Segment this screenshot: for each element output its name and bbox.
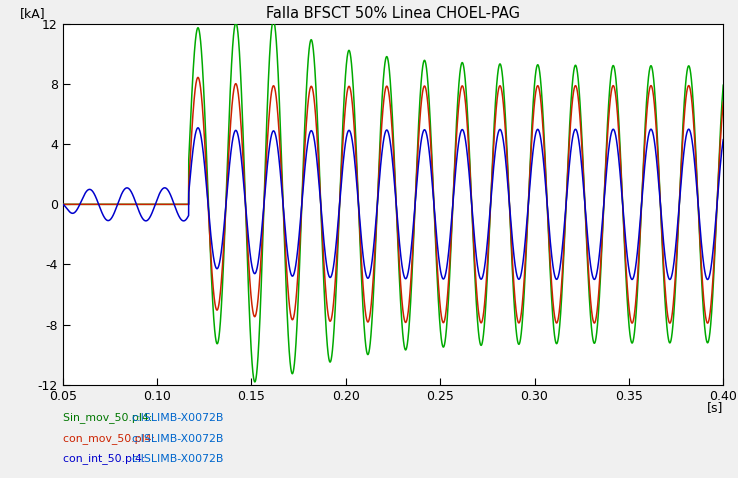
Text: c:ISLIMB-X0072B: c:ISLIMB-X0072B [131,413,224,423]
Text: c:ISLIMB-X0072B: c:ISLIMB-X0072B [131,434,224,444]
Title: Falla BFSCT 50% Linea CHOEL-PAG: Falla BFSCT 50% Linea CHOEL-PAG [266,6,520,22]
Text: Sin_mov_50.pl4:: Sin_mov_50.pl4: [63,412,156,423]
Text: con_int_50.pl4:: con_int_50.pl4: [63,453,149,464]
Text: [s]: [s] [707,401,723,414]
Text: [kA]: [kA] [20,7,46,20]
Text: con_mov_50.pl4:: con_mov_50.pl4: [63,433,159,444]
Text: c:ISLIMB-X0072B: c:ISLIMB-X0072B [131,454,224,464]
